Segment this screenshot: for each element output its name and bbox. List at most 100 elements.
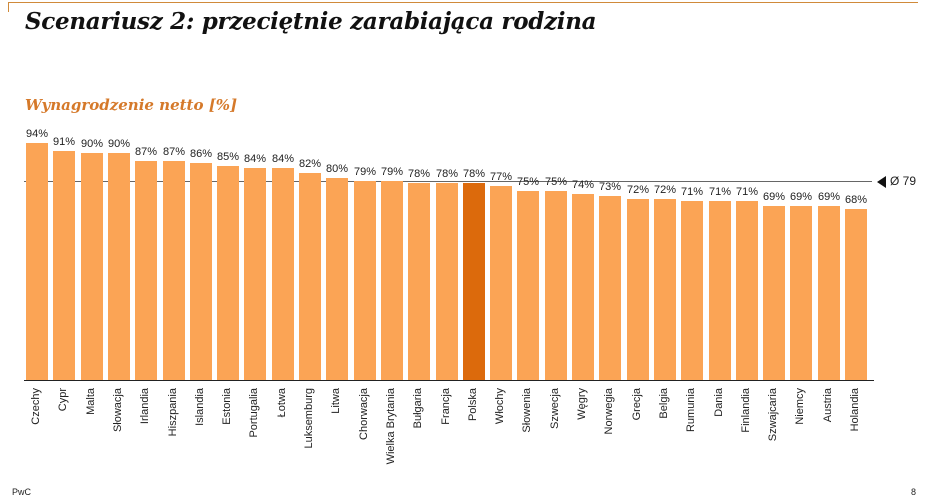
bar-13 [381, 181, 403, 380]
value-label: 71% [735, 186, 759, 198]
category-label: Finlandia [740, 388, 752, 433]
value-label: 72% [653, 184, 677, 196]
bar-2 [81, 153, 103, 380]
bar-19 [545, 191, 567, 380]
category-label: Norwegia [603, 388, 615, 435]
category-label: Włochy [494, 388, 506, 425]
value-label: 87% [134, 146, 158, 158]
category-label: Grecja [631, 388, 643, 421]
category-label: Wielka Brytania [385, 388, 397, 465]
category-label: Słowenia [521, 388, 533, 433]
bar-18 [517, 191, 539, 380]
value-label: 91% [52, 136, 76, 148]
value-label: 75% [544, 176, 568, 188]
value-label: 94% [25, 128, 49, 140]
value-label: 80% [325, 163, 349, 175]
category-label: Rumunia [685, 388, 697, 433]
value-label: 68% [844, 194, 868, 206]
average-line [24, 181, 872, 182]
value-label: 90% [107, 138, 131, 150]
value-label: 78% [407, 168, 431, 180]
category-label: Bułgaria [412, 388, 424, 429]
value-label: 69% [817, 191, 841, 203]
bar-15 [436, 183, 458, 380]
bar-0 [26, 143, 48, 380]
chart-title: Wynagrodzenie netto [%] [25, 96, 238, 114]
bar-30 [845, 209, 867, 380]
category-label: Łotwa [276, 388, 288, 418]
bar-11 [326, 178, 348, 380]
category-label: Szwajcaria [767, 388, 779, 442]
value-label: 75% [516, 176, 540, 188]
value-label: 84% [271, 153, 295, 165]
bar-26 [736, 201, 758, 380]
category-label: Francja [440, 388, 452, 425]
category-label: Austria [822, 388, 834, 423]
bar-27 [763, 206, 785, 380]
value-label: 78% [462, 168, 486, 180]
page-number: 8 [911, 487, 917, 497]
bar-7 [217, 166, 239, 380]
average-value: Ø 79 [890, 174, 917, 188]
bar-6 [190, 163, 212, 380]
category-label: Polska [467, 388, 479, 422]
value-label: 72% [626, 184, 650, 196]
category-label: Portugalia [248, 388, 260, 438]
category-label: Szwecja [549, 388, 561, 429]
category-label: Irlandia [139, 388, 151, 425]
bar-14 [408, 183, 430, 380]
footer-brand: PwC [12, 487, 32, 497]
bar-17 [490, 186, 512, 380]
bar-5 [163, 161, 185, 380]
value-label: 86% [189, 148, 213, 160]
bar-20 [572, 194, 594, 380]
category-label: Czechy [30, 388, 42, 425]
bar-23 [654, 199, 676, 380]
value-label: 85% [216, 151, 240, 163]
value-label: 74% [571, 179, 595, 191]
bar-22 [627, 199, 649, 380]
value-label: 71% [708, 186, 732, 198]
category-label: Cypr [57, 388, 69, 412]
value-label: 69% [762, 191, 786, 203]
category-label: Dania [713, 388, 725, 417]
category-label: Malta [85, 388, 97, 415]
value-label: 82% [298, 158, 322, 170]
value-label: 90% [80, 138, 104, 150]
category-label: Niemcy [794, 388, 806, 425]
bar-29 [818, 206, 840, 380]
category-label: Estonia [221, 388, 233, 425]
bar-9 [272, 168, 294, 380]
category-label: Holandia [849, 388, 861, 432]
value-label: 79% [380, 166, 404, 178]
bar-16 [463, 183, 485, 380]
triangle-left-icon [877, 175, 886, 188]
category-label: Węgry [576, 388, 588, 420]
top-rule-tick [8, 2, 9, 12]
bar-28 [790, 206, 812, 380]
category-label: Belgia [658, 388, 670, 419]
bar-10 [299, 173, 321, 380]
category-label: Hiszpania [167, 388, 179, 437]
value-label: 69% [789, 191, 813, 203]
category-label: Słowacja [112, 388, 124, 433]
average-label: Ø 79 [877, 174, 916, 188]
bar-25 [709, 201, 731, 380]
category-label: Luksemburg [303, 388, 315, 449]
bar-8 [244, 168, 266, 380]
bar-3 [108, 153, 130, 380]
x-axis-baseline [24, 380, 874, 381]
value-label: 84% [243, 153, 267, 165]
value-label: 87% [162, 146, 186, 158]
category-label: Chorwacja [358, 388, 370, 440]
value-label: 79% [353, 166, 377, 178]
bar-4 [135, 161, 157, 380]
value-label: 78% [435, 168, 459, 180]
bar-1 [53, 151, 75, 380]
slide-title: Scenariusz 2: przeciętnie zarabiająca ro… [25, 8, 597, 35]
value-label: 77% [489, 171, 513, 183]
category-label: Litwa [330, 388, 342, 414]
bar-24 [681, 201, 703, 380]
top-rule [8, 2, 918, 3]
